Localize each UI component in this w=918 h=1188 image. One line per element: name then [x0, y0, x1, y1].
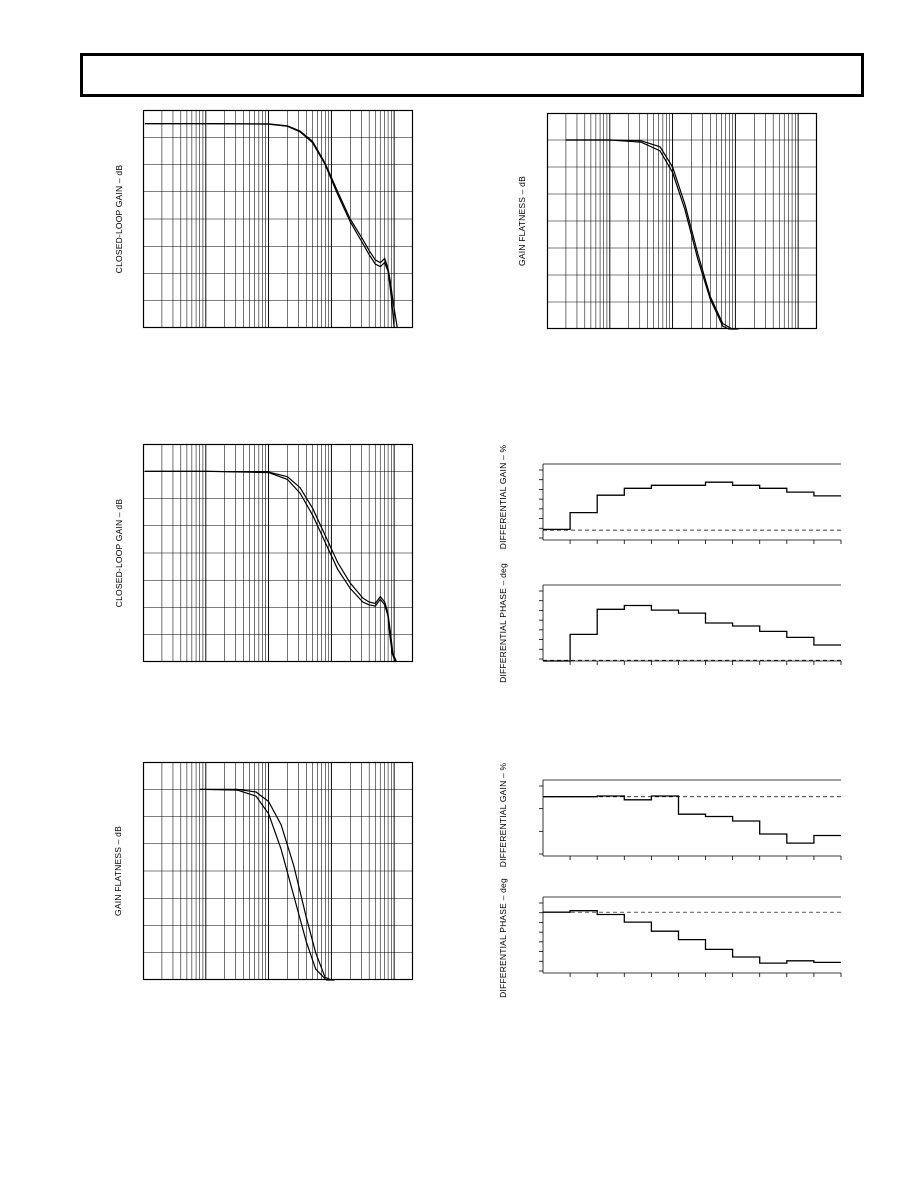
series-line-2	[144, 123, 398, 329]
series-line-1	[565, 139, 736, 330]
series-line-2	[144, 470, 398, 663]
series-line-2	[565, 139, 739, 330]
differential-phase-chart-1	[539, 584, 842, 665]
chart4-ylabel: GAIN FLATNESS – dB	[113, 826, 123, 916]
chart1-ylabel: CLOSED-LOOP GAIN – dB	[114, 164, 124, 274]
step-series-line	[543, 795, 841, 844]
differential-gain-chart-1	[539, 463, 842, 544]
differential-phase-chart-2	[539, 896, 842, 977]
step-series-line	[543, 604, 841, 662]
differential-gain-chart-2	[539, 779, 842, 860]
step-series-line	[543, 910, 841, 964]
chart7-ylabel: DIFFERENTIAL GAIN – %	[498, 762, 508, 868]
chart3-ylabel: CLOSED-LOOP GAIN – dB	[114, 498, 124, 608]
series-line-2	[199, 788, 335, 981]
chart6-ylabel: DIFFERENTIAL PHASE – deg	[498, 563, 508, 683]
chart2-ylabel: GAIN FLATNESS – dB	[517, 176, 527, 266]
gain-flatness-chart-2	[142, 761, 414, 981]
closed-loop-gain-chart-1	[142, 109, 414, 329]
chart5-ylabel: DIFFERENTIAL GAIN – %	[498, 444, 508, 550]
series-line-1	[199, 788, 332, 981]
chart8-ylabel: DIFFERENTIAL PHASE – deg	[498, 878, 508, 998]
header-box	[80, 53, 864, 97]
series-line-1	[144, 470, 396, 663]
gain-flatness-chart-1	[546, 112, 818, 330]
closed-loop-gain-chart-2	[142, 443, 414, 663]
step-series-line	[543, 481, 841, 531]
series-line-1	[144, 123, 395, 329]
